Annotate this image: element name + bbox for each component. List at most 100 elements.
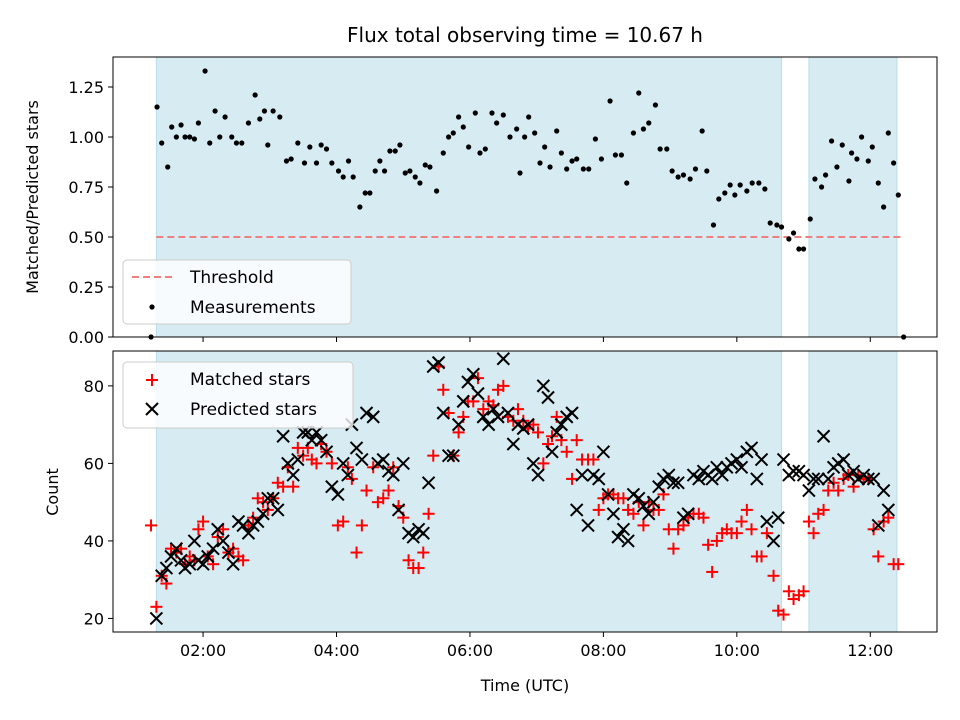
measurement-point (245, 120, 252, 126)
bottom-x-tick-label: 10:00 (714, 641, 760, 660)
predicted-star-point (501, 406, 515, 420)
marker-stroke (744, 441, 759, 455)
measurement-point (537, 160, 543, 166)
matched-star-point (277, 480, 290, 493)
predicted-star-point (760, 514, 774, 529)
predicted-star-point (531, 468, 545, 482)
measurement-point (778, 224, 785, 230)
measurement-point (704, 168, 710, 174)
predicted-star-point (251, 514, 265, 529)
measurement-point (377, 158, 383, 164)
marker-stroke (796, 468, 811, 482)
predicted-star-point (836, 452, 851, 467)
matched-star-point (697, 511, 710, 524)
measurement-point (207, 140, 213, 146)
legend-matched-swatch (146, 374, 158, 386)
marker-stroke (565, 406, 579, 420)
predicted-star-point (642, 507, 656, 521)
marker-stroke (391, 503, 406, 517)
predicted-star-point (881, 503, 896, 517)
marker-stroke (626, 487, 641, 502)
marker-stroke (201, 549, 215, 564)
marker-stroke (341, 468, 355, 482)
matched-star-point (350, 546, 363, 559)
predicted-star-point (281, 456, 295, 471)
measurement-point (362, 190, 368, 196)
marker-stroke (536, 379, 551, 393)
marker-stroke (251, 514, 265, 529)
predicted-star-point (632, 491, 646, 505)
marker-stroke (319, 445, 334, 459)
marker-stroke (671, 476, 685, 490)
measurement-point (345, 158, 352, 164)
marker-stroke (206, 541, 220, 556)
marker-stroke (592, 472, 606, 486)
matched-star-point (566, 472, 579, 485)
predicted-star-point (606, 507, 621, 521)
measurement-point (618, 152, 625, 158)
measurement-point (848, 150, 855, 156)
predicted-star-point (271, 503, 285, 517)
bottom-x-tick-label: 12:00 (847, 641, 893, 660)
marker-stroke (325, 479, 339, 494)
measurement-point (737, 182, 743, 188)
marker-stroke (286, 468, 300, 482)
bottom-y-axis-label: Count (43, 468, 62, 516)
measurement-point (828, 138, 835, 144)
predicted-star-point (730, 452, 744, 467)
predicted-star-point (196, 557, 210, 571)
predicted-star-point (521, 417, 535, 432)
marker-stroke (611, 530, 625, 544)
measurement-point (532, 130, 538, 136)
measurement-point (494, 120, 500, 126)
measurement-point (229, 134, 235, 140)
measurement-point (895, 192, 901, 198)
measurement-point (283, 158, 290, 164)
marker-stroke (431, 355, 446, 370)
measurement-point (456, 114, 462, 120)
measurement-point (277, 114, 283, 120)
marker-stroke (314, 433, 328, 447)
predicted-star-point (705, 472, 719, 486)
predicted-star-point (871, 518, 885, 533)
predicted-star-point (164, 549, 178, 564)
marker-stroke (750, 472, 764, 486)
predicted-star-point (662, 468, 676, 482)
predicted-star-point (276, 429, 290, 443)
matched-star-point (706, 565, 719, 578)
marker-stroke (436, 406, 450, 420)
predicted-star-point (575, 468, 589, 482)
predicted-star-point (386, 468, 400, 482)
predicted-star-point (671, 476, 685, 490)
bottom-x-tick-label: 06:00 (447, 641, 493, 660)
marker-stroke (241, 526, 256, 540)
measurement-point (318, 142, 324, 148)
measurement-point (288, 156, 294, 162)
marker-stroke (281, 456, 295, 471)
marker-stroke (705, 472, 719, 486)
predicted-star-point (866, 472, 881, 486)
predicted-star-point (349, 441, 364, 455)
marker-stroke (406, 530, 420, 544)
predicted-star-point (715, 468, 729, 482)
top-y-tick-label: 1.00 (68, 128, 104, 147)
marker-stroke (416, 526, 430, 540)
matched-star-point (730, 527, 743, 540)
matched-star-point (570, 434, 583, 447)
marker-stroke (581, 518, 595, 533)
marker-stroke (531, 468, 545, 482)
predicted-star-point (206, 541, 220, 556)
legend-measurements-label: Measurements (190, 298, 316, 318)
predicted-star-point (236, 518, 250, 533)
top-y-tick-label: 0.75 (68, 178, 104, 197)
measurement-point (472, 110, 478, 116)
measurement-point (372, 168, 378, 174)
marker-stroke (771, 510, 785, 525)
marker-stroke (501, 406, 515, 420)
marker-stroke (636, 499, 651, 513)
legend-measurements-swatch (149, 304, 155, 310)
chart-title: Flux total observing time = 10.67 h (347, 23, 703, 47)
bottom-y-tick-label: 40 (84, 532, 104, 551)
predicted-star-point (802, 483, 816, 498)
marker-stroke (646, 495, 661, 509)
